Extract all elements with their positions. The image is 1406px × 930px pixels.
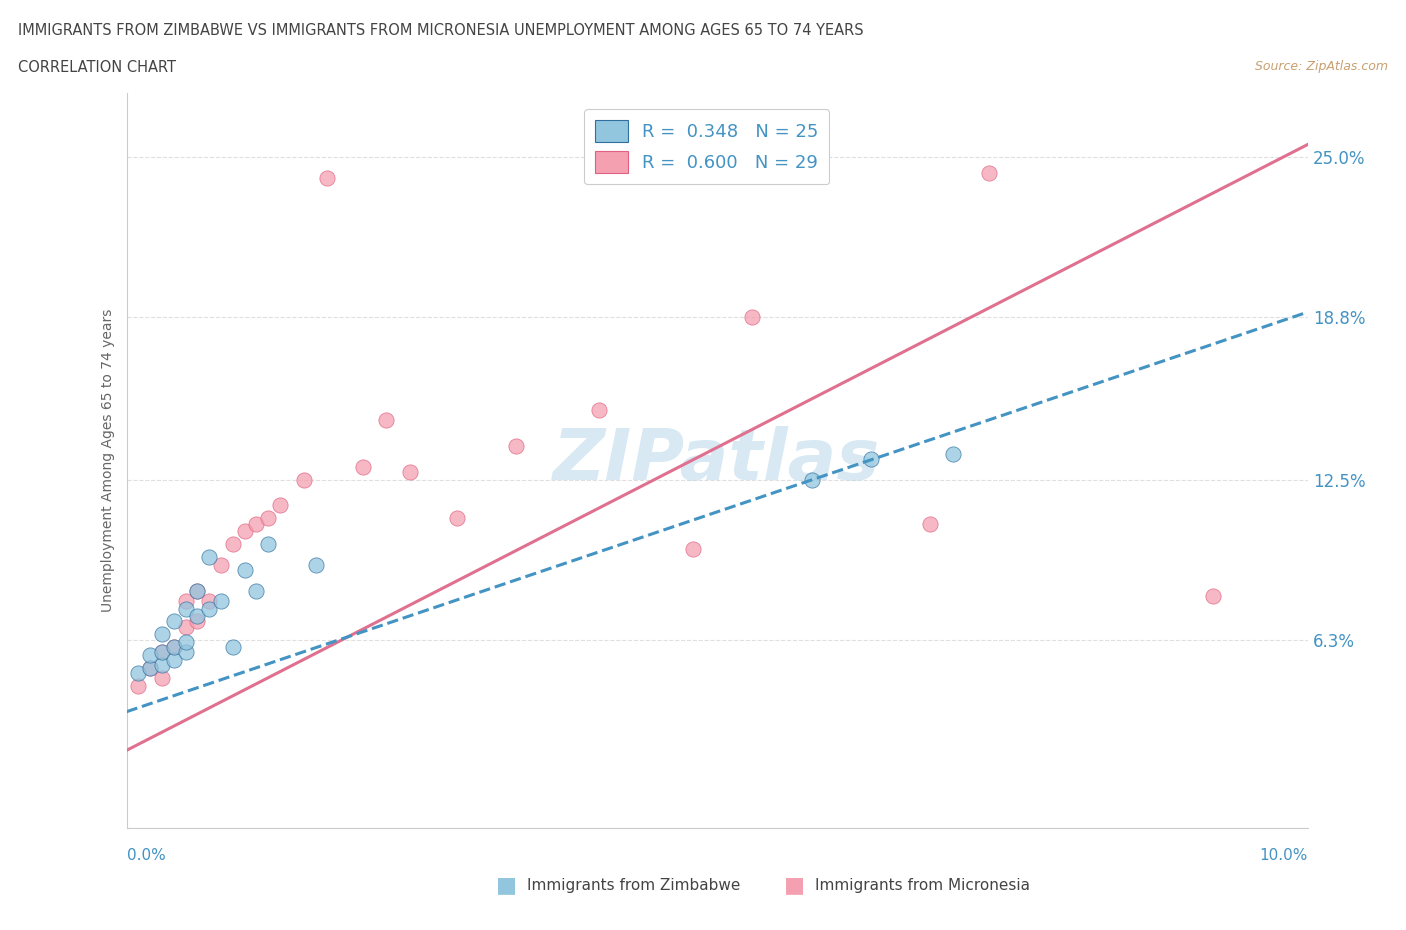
Point [257,511,280,525]
Point [150,627,173,642]
Point [316,170,339,185]
Point [150,645,173,660]
Point [174,593,197,608]
Point [163,653,186,668]
Point [245,516,267,531]
Point [741,310,763,325]
Point [198,550,221,565]
Point [198,593,221,608]
Point [163,640,186,655]
Text: Immigrants from Zimbabwe: Immigrants from Zimbabwe [527,878,741,893]
Text: ZIPatlas: ZIPatlas [554,426,880,495]
Point [139,647,162,662]
Text: ■: ■ [785,875,804,896]
Point [1202,589,1225,604]
Point [163,640,186,655]
Point [186,609,208,624]
Point [977,166,1000,180]
Point [505,439,527,454]
Point [800,472,823,487]
Point [150,658,173,672]
Text: 10.0%: 10.0% [1260,848,1308,863]
Point [942,446,965,461]
Point [233,524,256,538]
Point [198,601,221,616]
Point [174,601,197,616]
Point [139,660,162,675]
Y-axis label: Unemployment Among Ages 65 to 74 years: Unemployment Among Ages 65 to 74 years [101,309,115,612]
Point [186,583,208,598]
Point [222,537,245,551]
Point [682,542,704,557]
Point [588,403,610,418]
Point [222,640,245,655]
Point [139,660,162,675]
Point [292,472,315,487]
Point [446,511,468,525]
Point [375,413,398,428]
Point [859,452,882,467]
Point [352,459,374,474]
Point [174,634,197,649]
Point [245,583,267,598]
Point [918,516,941,531]
Legend: R =  0.348   N = 25, R =  0.600   N = 29: R = 0.348 N = 25, R = 0.600 N = 29 [585,110,830,184]
Point [186,614,208,629]
Point [186,583,208,598]
Text: 0.0%: 0.0% [127,848,166,863]
Text: IMMIGRANTS FROM ZIMBABWE VS IMMIGRANTS FROM MICRONESIA UNEMPLOYMENT AMONG AGES 6: IMMIGRANTS FROM ZIMBABWE VS IMMIGRANTS F… [18,23,863,38]
Text: ■: ■ [496,875,516,896]
Text: Source: ZipAtlas.com: Source: ZipAtlas.com [1254,60,1388,73]
Point [174,619,197,634]
Point [150,645,173,660]
Point [127,666,149,681]
Text: CORRELATION CHART: CORRELATION CHART [18,60,176,75]
Point [174,645,197,660]
Point [257,537,280,551]
Point [127,679,149,694]
Point [163,614,186,629]
Point [150,671,173,685]
Point [209,593,232,608]
Text: Immigrants from Micronesia: Immigrants from Micronesia [815,878,1031,893]
Point [209,557,232,572]
Point [304,557,326,572]
Point [269,498,291,513]
Point [233,563,256,578]
Point [399,464,422,479]
